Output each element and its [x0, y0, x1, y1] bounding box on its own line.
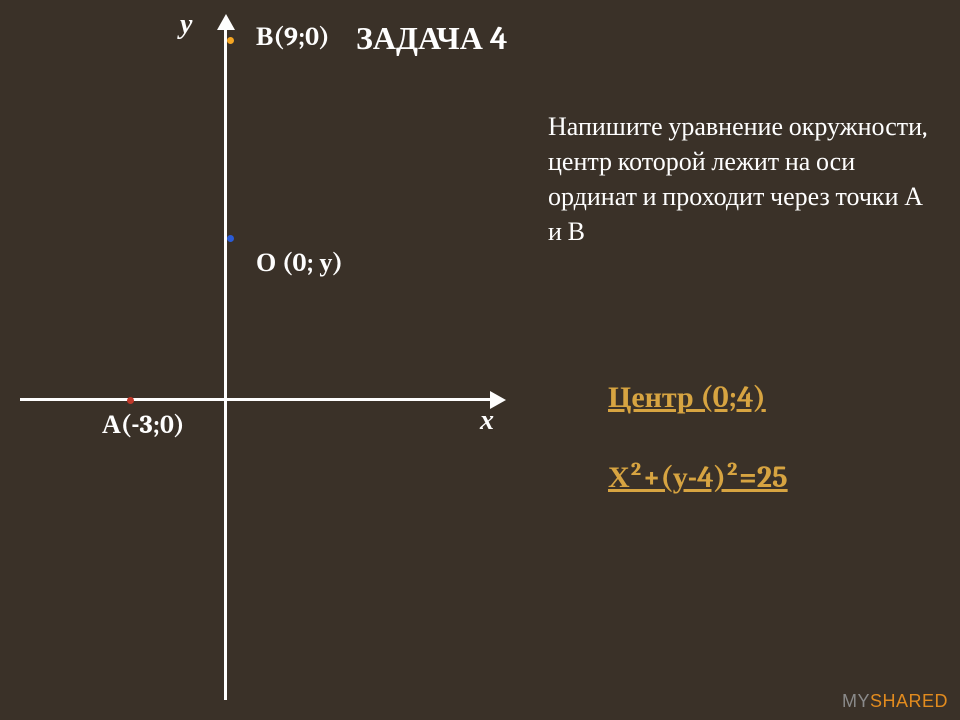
point-b-dot [227, 37, 234, 44]
x-axis-label: х [480, 404, 494, 437]
diagram-stage: у х В(9;0) О (0; у) А(-3;0) ЗАДАЧА 4 Нап… [0, 0, 960, 720]
problem-text: Напишите уравнение окружности, центр кот… [548, 110, 940, 250]
watermark-shared: SHARED [870, 691, 948, 711]
point-a-label: А(-3;0) [102, 410, 184, 440]
answer-equation: Х²+(у-4)²=25 [608, 460, 788, 495]
point-a-dot [127, 397, 134, 404]
y-axis-arrow [217, 14, 235, 30]
point-o-label: О (0; у) [256, 248, 343, 278]
x-axis [20, 398, 492, 401]
y-axis [224, 28, 227, 700]
y-axis-label: у [180, 8, 192, 41]
point-b-label: В(9;0) [256, 22, 330, 52]
watermark-my: MY [842, 691, 870, 711]
task-title: ЗАДАЧА 4 [356, 20, 508, 57]
watermark: MYSHARED [842, 691, 948, 712]
answer-center: Центр (0;4) [608, 380, 766, 415]
point-o-dot [227, 235, 234, 242]
